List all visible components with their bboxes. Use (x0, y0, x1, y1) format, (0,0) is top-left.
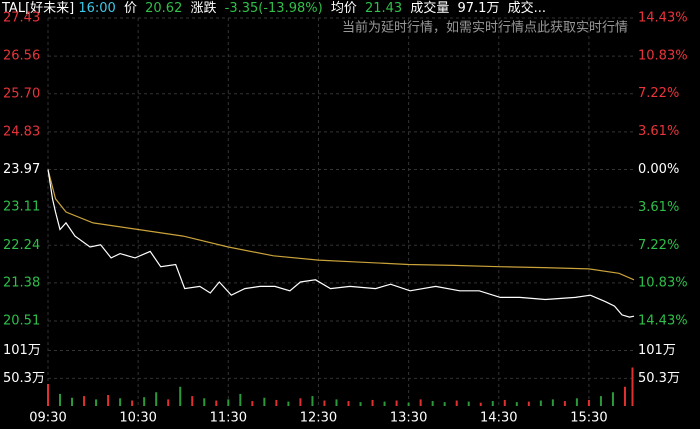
volume-bar (419, 399, 422, 406)
volume-tick-label: 50.3万 (638, 371, 680, 386)
y-tick-label: 26.56 (3, 49, 40, 64)
volume-tick-label: 101万 (3, 343, 41, 358)
volume-bar (47, 384, 49, 406)
volume-bar (251, 401, 254, 406)
volume-bar (407, 402, 410, 406)
volume-bar (503, 399, 506, 406)
x-tick-label: 15:30 (570, 411, 607, 426)
volume-bar (203, 398, 206, 406)
x-tick-label: 13:30 (390, 411, 427, 426)
price-line (47, 169, 635, 281)
volume-bar (263, 397, 266, 406)
volume-bar (551, 399, 554, 406)
avg-label: 均价 (331, 1, 357, 16)
volume-bar (83, 396, 86, 406)
volume-bar (95, 399, 98, 406)
volume-bar (479, 402, 482, 406)
y-tick-label: 23.97 (3, 162, 40, 177)
x-tick-label: 11:30 (210, 411, 247, 426)
price: 20.62 (145, 1, 182, 16)
volume-bar (611, 392, 614, 406)
y2-tick-label: 14.43% (638, 314, 688, 329)
volume-tick-label: 50.3万 (3, 371, 45, 386)
x-tick-label: 14:30 (480, 411, 517, 426)
y2-tick-label: 7.22% (638, 86, 679, 101)
volume-bar (383, 401, 386, 406)
y-tick-label: 23.11 (3, 200, 40, 215)
volume-bar (179, 386, 182, 406)
volume-bar (191, 396, 194, 406)
change: -3.35(-13.98%) (225, 1, 323, 16)
volume-bar (155, 392, 158, 406)
volume-bar (563, 401, 566, 406)
volume-bar (119, 398, 122, 406)
volume-bar (539, 400, 542, 406)
volume-bar (491, 401, 494, 406)
symbol: TAL[好未来] (1, 1, 74, 16)
volume-bar (515, 402, 518, 406)
volume-bar (107, 395, 110, 406)
volume-bar (227, 399, 230, 406)
volume-bar (467, 401, 470, 406)
x-tick-label: 12:30 (300, 411, 337, 426)
volume-bar (527, 401, 530, 406)
volume-bar (359, 402, 362, 406)
avg: 21.43 (365, 1, 402, 16)
volume-bar (59, 393, 62, 406)
price-line (47, 169, 635, 318)
volume-label: 成交量 (410, 0, 449, 16)
volume-bar (443, 402, 446, 406)
volume-bar (431, 401, 434, 406)
y-tick-label: 20.51 (3, 314, 40, 329)
time: 16:00 (78, 1, 115, 16)
volume-bar (215, 400, 218, 406)
volume-bar (631, 367, 634, 406)
volume-bar (167, 399, 170, 406)
volume-bar (287, 401, 290, 406)
y2-tick-label: 3.61% (638, 124, 679, 139)
y2-tick-label: 14.43% (638, 11, 688, 26)
volume-bar (71, 397, 74, 406)
volume: 97.1万 (458, 1, 500, 16)
x-tick-label: 10:30 (119, 411, 156, 426)
volume-bar (623, 386, 626, 406)
volume-bar (395, 400, 398, 406)
header: TAL[好未来] 16:00 价 20.62 涨跌 -3.35(-13.98%)… (1, 0, 546, 16)
y2-tick-label: 3.61% (638, 200, 679, 215)
y-tick-label: 21.38 (3, 275, 40, 290)
x-tick-label: 09:30 (29, 411, 66, 426)
y2-tick-label: 10.83% (638, 276, 688, 291)
y2-tick-label: 0.00% (638, 162, 679, 177)
y-tick-label: 27.43 (3, 11, 40, 26)
volume-bar (143, 397, 146, 406)
more: 成交... (508, 0, 546, 16)
volume-bar (239, 393, 242, 406)
volume-bar (275, 399, 278, 406)
volume-bar (587, 399, 590, 406)
volume-bar (335, 399, 338, 406)
price-label: 价 (124, 1, 137, 16)
volume-bar (347, 401, 350, 406)
y-tick-label: 25.70 (3, 86, 40, 101)
volume-bar (299, 398, 302, 406)
volume-bar (131, 400, 134, 406)
volume-tick-label: 101万 (638, 343, 676, 358)
volume-bar (311, 396, 314, 406)
y2-tick-label: 7.22% (638, 238, 679, 253)
volume-bar (371, 399, 374, 406)
volume-bar (323, 400, 326, 406)
volume-bar (575, 398, 578, 406)
change-label: 涨跌 (190, 0, 216, 16)
y2-tick-label: 10.83% (638, 48, 688, 63)
y-tick-label: 22.24 (3, 238, 40, 253)
y-tick-label: 24.83 (3, 124, 40, 139)
volume-bar (599, 396, 602, 406)
notice[interactable]: 当前为延时行情，如需实时行情点此获取实时行情 (342, 20, 628, 36)
volume-bar (455, 400, 458, 406)
